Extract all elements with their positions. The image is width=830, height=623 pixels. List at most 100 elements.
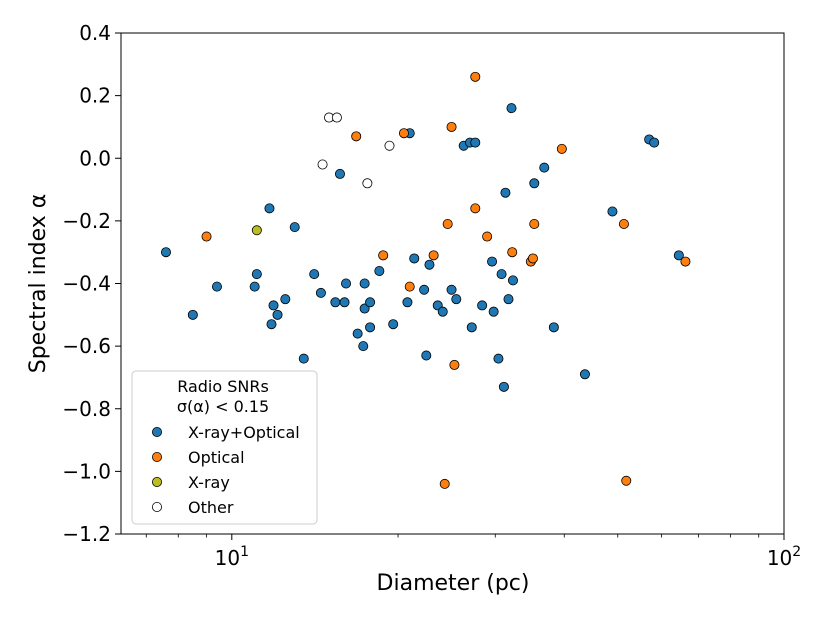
point-optical [439, 478, 450, 489]
y-tick-label: −0.8 [62, 397, 111, 421]
point-x-ray-optical [493, 353, 504, 364]
legend-title-line-2: σ(α) < 0.15 [177, 397, 269, 416]
y-tick-label: −0.4 [62, 272, 111, 296]
point-x-ray-optical [451, 294, 462, 305]
point-x-ray-optical [503, 294, 514, 305]
x-tick-exponent: 2 [792, 544, 801, 560]
x-tick-label: 101 [215, 544, 249, 570]
point-x-ray-optical [339, 297, 350, 308]
point-x-ray-optical [187, 309, 198, 320]
y-axis-label: Spectral index α [26, 194, 51, 374]
point-optical [442, 219, 453, 230]
legend-marker-x-ray [151, 476, 162, 487]
y-tick-label: 0.2 [79, 84, 111, 108]
legend-label-x-ray-optical: X-ray+Optical [188, 423, 300, 442]
point-other [362, 178, 373, 189]
point-optical [482, 231, 493, 242]
point-x-ray-optical [579, 369, 590, 380]
point-x-ray-optical [251, 269, 262, 280]
point-x-ray-optical [264, 203, 275, 214]
point-optical [618, 219, 629, 230]
point-x-ray-optical [280, 294, 291, 305]
point-x-ray-optical [539, 162, 550, 173]
point-x-ray-optical [470, 137, 481, 148]
point-optical [527, 253, 538, 264]
point-x-ray-optical [365, 297, 376, 308]
point-x-ray-optical [548, 322, 559, 333]
point-x-ray-optical [607, 206, 618, 217]
legend-marker-x-ray-optical [151, 426, 162, 437]
legend-marker-optical [151, 451, 162, 462]
point-x-ray-optical [272, 309, 283, 320]
point-x-ray-optical [446, 284, 457, 295]
point-x-ray-optical [334, 168, 345, 179]
point-x-ray-optical [358, 341, 369, 352]
y-tick-label: −0.6 [62, 334, 111, 358]
point-x-ray-optical [649, 137, 660, 148]
point-x-ray-optical [506, 103, 517, 114]
point-x-ray-optical [466, 322, 477, 333]
y-tick-label: 0.4 [79, 21, 111, 45]
point-optical [470, 203, 481, 214]
x-tick-label: 102 [767, 544, 801, 570]
y-tick-label: 0.0 [79, 146, 111, 170]
point-optical [446, 121, 457, 132]
point-optical [449, 359, 460, 370]
point-x-ray-optical [374, 265, 385, 276]
x-tick-base: 10 [215, 546, 240, 570]
point-x-ray-optical [498, 381, 509, 392]
point-optical [351, 131, 362, 142]
point-x-ray-optical [249, 281, 260, 292]
point-x-ray-optical [268, 300, 279, 311]
point-x-ray-optical [341, 278, 352, 289]
y-tick-label: −1.0 [62, 459, 111, 483]
point-x-ray-optical [402, 297, 413, 308]
point-optical [680, 256, 691, 267]
point-optical [404, 281, 415, 292]
point-optical [621, 475, 632, 486]
point-x-ray-optical [500, 187, 511, 198]
point-optical [556, 143, 567, 154]
point-x-ray-optical [160, 247, 171, 258]
point-x-ray-optical [424, 259, 435, 270]
data-points [160, 71, 691, 489]
legend-marker-other [151, 501, 162, 512]
point-x-ray-optical [488, 306, 499, 317]
point-optical [470, 71, 481, 82]
point-x-ray-optical [352, 328, 363, 339]
point-other [317, 159, 328, 170]
point-x-ray-optical [359, 303, 370, 314]
legend-box [131, 370, 318, 525]
point-other [331, 112, 342, 123]
point-x-ray-optical [437, 306, 448, 317]
point-x-ray-optical [211, 281, 222, 292]
point-optical [529, 219, 540, 230]
point-x-ray-optical [507, 275, 518, 286]
point-x-ray-optical [487, 256, 498, 267]
point-other [384, 140, 395, 151]
point-x-ray-optical [421, 350, 432, 361]
point-x-ray-optical [289, 222, 300, 233]
point-x-ray-optical [359, 278, 370, 289]
y-tick-label: −0.2 [62, 209, 111, 233]
legend-label-x-ray: X-ray [188, 473, 230, 492]
x-tick-exponent: 1 [240, 544, 249, 560]
point-x-ray-optical [309, 269, 320, 280]
legend-label-other: Other [188, 498, 234, 517]
point-x-ray-optical [409, 253, 420, 264]
point-x-ray-optical [330, 297, 341, 308]
legend-label-optical: Optical [188, 448, 245, 467]
point-optical [428, 250, 439, 261]
point-x-ray-optical [388, 319, 399, 330]
point-x-ray-optical [315, 287, 326, 298]
point-optical [378, 250, 389, 261]
point-x-ray-optical [298, 353, 309, 364]
legend: Radio SNRs σ(α) < 0.15 X-ray+Optical Opti… [131, 370, 318, 525]
legend-entries: X-ray+Optical Optical X-ray Other [151, 423, 300, 517]
point-x-ray-optical [266, 319, 277, 330]
point-x-ray [251, 225, 262, 236]
plot-frame [120, 32, 785, 535]
